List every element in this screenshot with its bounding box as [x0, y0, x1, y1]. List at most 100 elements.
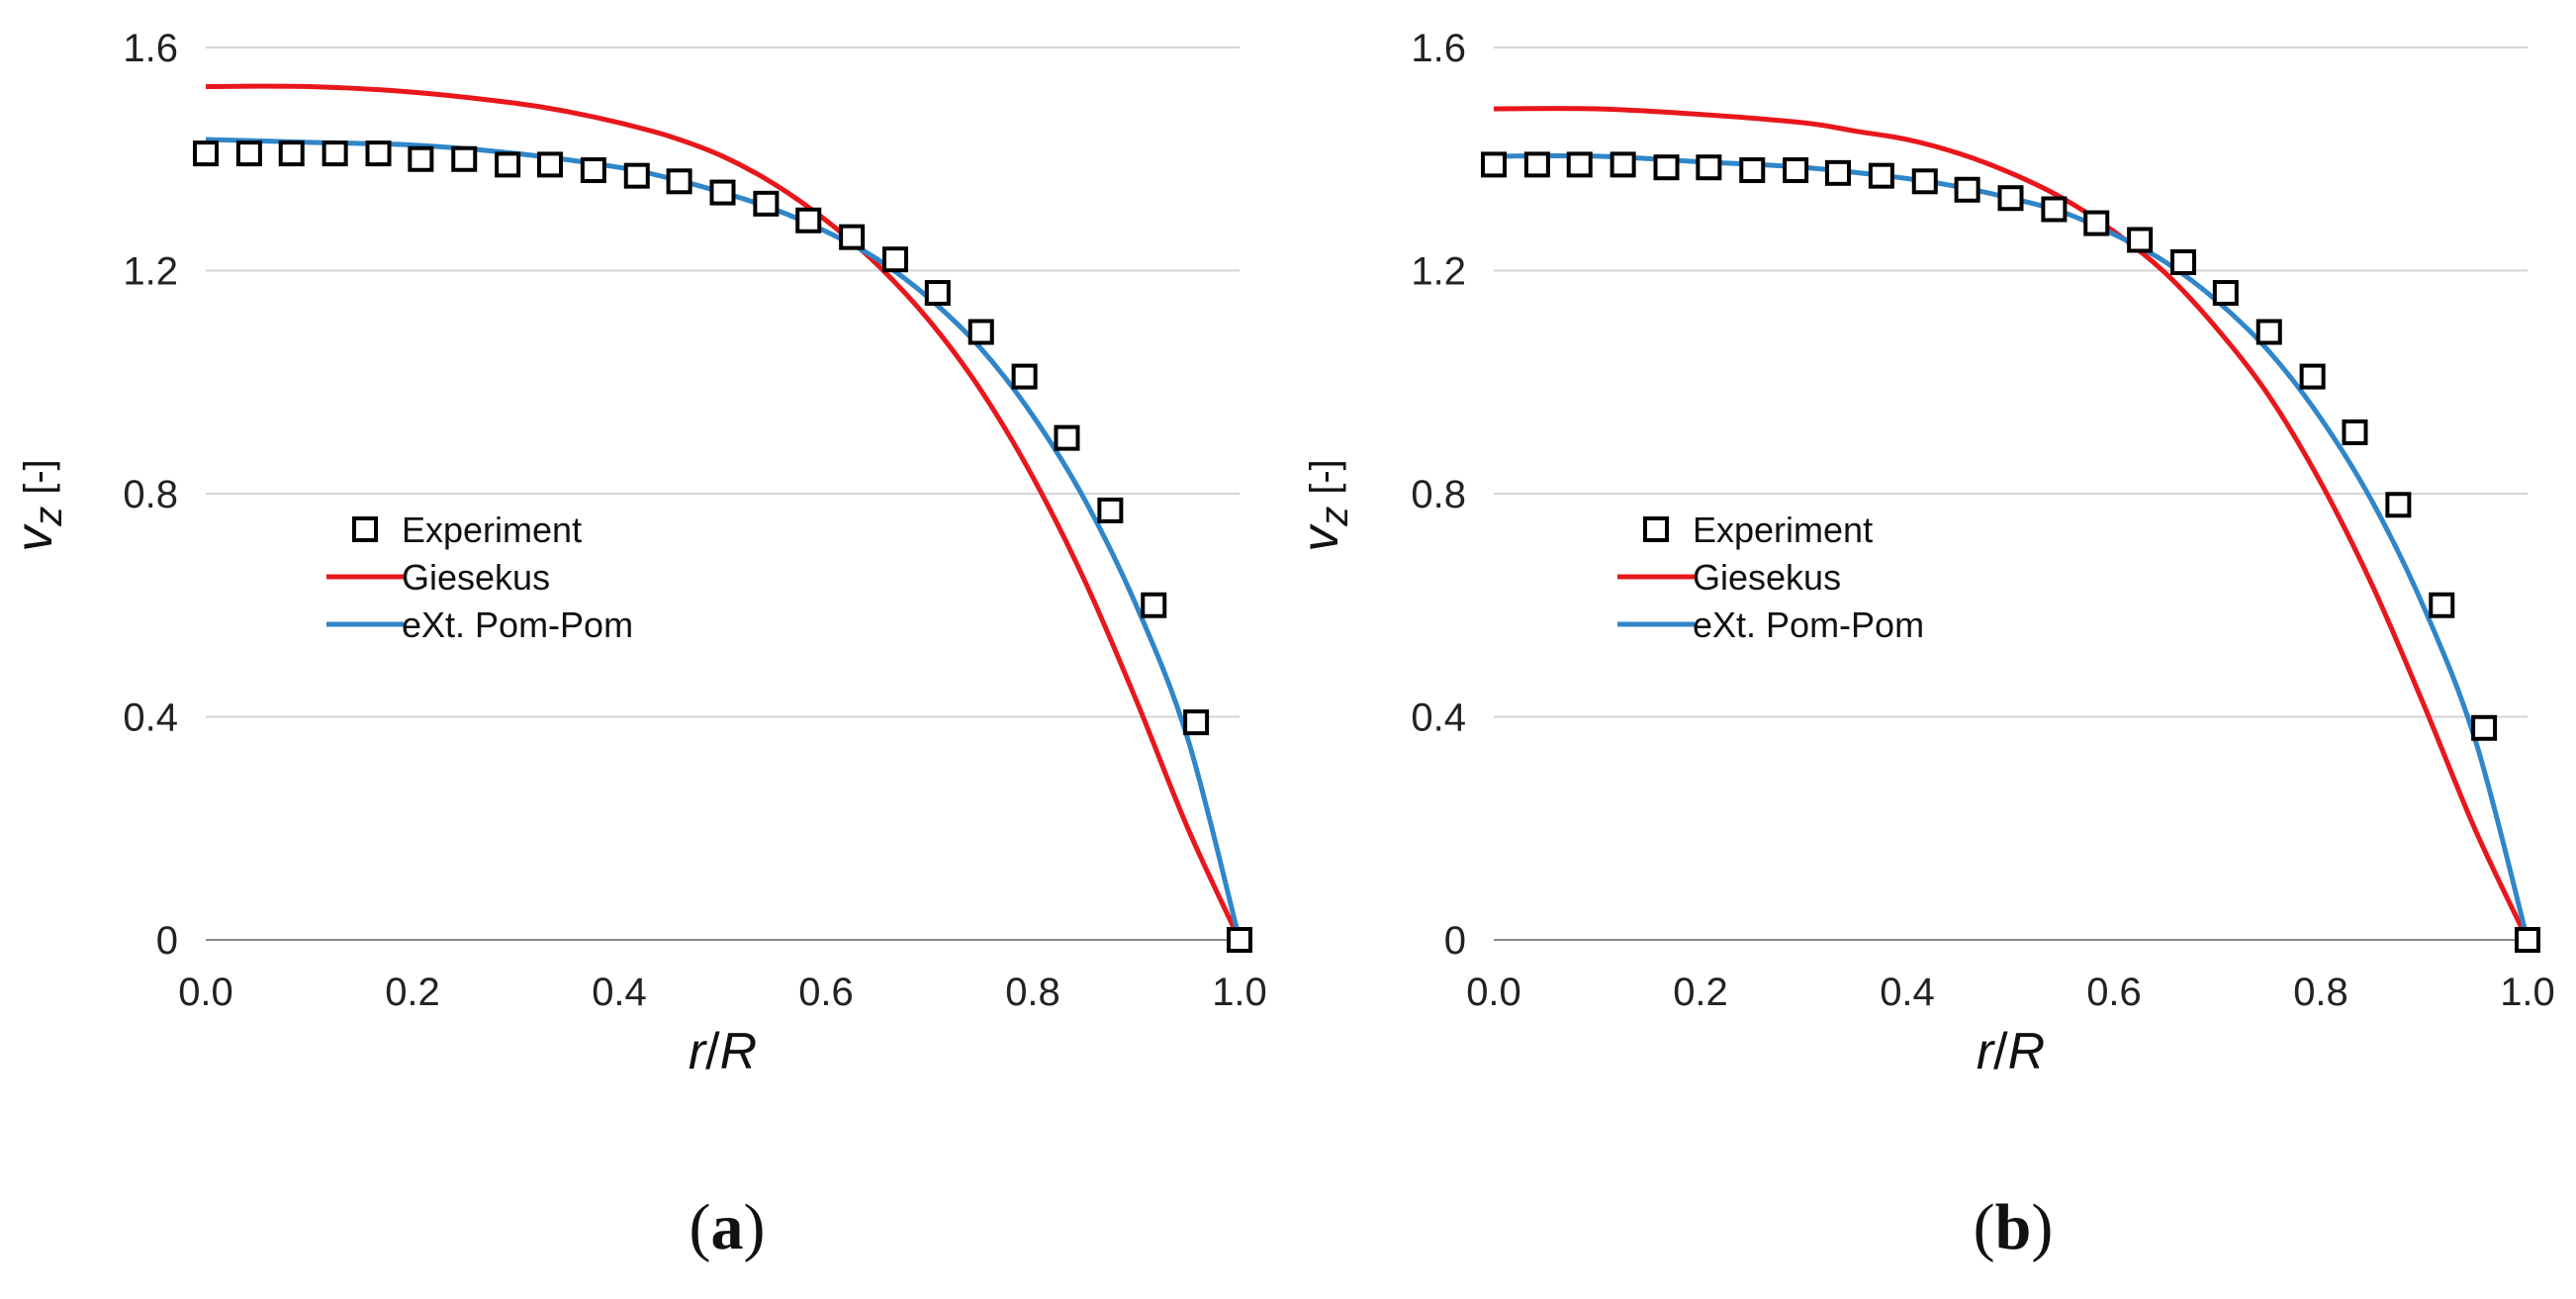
y-axis-title: vz [-]	[1292, 459, 1356, 552]
experiment-point	[1824, 159, 1851, 186]
x-tick-label: 1.0	[1212, 971, 1267, 1014]
experiment-point	[1868, 162, 1894, 189]
x-tick-label: 1.0	[2500, 971, 2555, 1014]
x-axis-sep: /	[705, 1023, 720, 1080]
experiment-point	[924, 280, 951, 307]
y-tick-label: 1.6	[1411, 27, 1466, 70]
legend-experiment-marker	[352, 516, 378, 542]
x-tick-label: 0.2	[385, 971, 440, 1014]
experiment-point	[2342, 418, 2368, 445]
experiment-point	[1911, 168, 1938, 195]
x-axis-ref: R	[720, 1023, 758, 1080]
experiment-point	[1954, 176, 1980, 203]
experiment-point	[2385, 492, 2412, 518]
legend-label: Experiment	[1693, 510, 1873, 550]
experiment-point	[451, 145, 478, 172]
x-axis-ref: R	[2008, 1023, 2046, 1080]
y-tick-label: 0.4	[1411, 696, 1466, 740]
panel-label-open: (	[690, 1191, 711, 1263]
experiment-point	[1054, 424, 1080, 451]
experiment-point	[709, 179, 736, 206]
y-axis-title: vz [-]	[6, 459, 70, 552]
x-axis-sep: /	[1993, 1023, 2008, 1080]
panel-label-close: )	[2031, 1191, 2053, 1263]
chart-panel-b: 0 0.4 0.8 1.2 1.6 0.0 0.2 0.4 0.6 0.8 1.0 vz [-] r/R E…	[1292, 27, 2555, 1263]
experiment-point	[2212, 280, 2239, 307]
panel-label: (a)	[690, 1191, 766, 1263]
experiment-point	[2471, 714, 2498, 741]
x-axis-var: r	[1977, 1023, 1996, 1080]
experiment-point	[2041, 196, 2068, 223]
experiment-point	[2299, 363, 2326, 390]
experiment-point	[1523, 151, 1550, 178]
legend-experiment-marker	[1643, 516, 1669, 542]
giesekus-line	[205, 83, 1242, 942]
x-axis-title: r/R	[689, 1023, 757, 1080]
experiment-point	[753, 190, 780, 217]
experiment-point	[536, 151, 563, 178]
experiment-point	[882, 246, 909, 273]
experiment-point	[1227, 927, 1252, 953]
y-tick-label: 1.2	[123, 250, 178, 294]
x-axis-title: r/R	[1977, 1023, 2045, 1080]
legend: Experiment Giesekus eXt. Pom-Pom	[326, 510, 633, 645]
experiment-point	[839, 224, 866, 250]
experiment-point	[1739, 157, 1766, 184]
experiment-point	[1141, 592, 1167, 618]
experiment-point	[2127, 227, 2154, 253]
experiment-point	[623, 162, 650, 189]
experiment-point	[1696, 154, 1722, 181]
y-tick-label: 0	[1444, 919, 1466, 963]
x-tick-label: 0.6	[798, 971, 854, 1014]
x-tick-label: 0.0	[1466, 971, 1521, 1014]
y-tick-label: 1.6	[123, 27, 178, 70]
legend-label: Experiment	[402, 510, 582, 550]
experiment-point	[1481, 151, 1507, 178]
experiment-point	[322, 140, 348, 167]
experiment-point	[2170, 249, 2197, 276]
y-axis-sub: z	[27, 507, 70, 527]
x-tick-label: 0.0	[178, 971, 233, 1014]
experiment-point	[408, 145, 434, 172]
x-tick-label: 0.8	[1005, 971, 1060, 1014]
experiment-point	[235, 140, 262, 167]
experiment-point	[1997, 185, 2024, 212]
experiment-point	[193, 140, 219, 167]
x-tick-label: 0.2	[1673, 971, 1728, 1014]
experiment-point	[666, 168, 692, 195]
y-axis-sub: z	[1313, 507, 1356, 527]
experiment-point	[1610, 151, 1636, 178]
experiment-point	[1011, 363, 1038, 390]
panel-label-open: (	[1974, 1191, 1995, 1263]
x-axis-var: r	[689, 1023, 708, 1080]
experiment-point	[2429, 592, 2455, 618]
experiment-point	[1097, 497, 1124, 523]
experiment-point	[1566, 151, 1593, 178]
experiment-point	[365, 140, 392, 167]
experiment-point	[1653, 154, 1680, 181]
experiment-point	[2515, 927, 2540, 953]
panel-label: (b)	[1974, 1191, 2054, 1263]
panel-label-letter: a	[711, 1191, 744, 1263]
x-tick-label: 0.4	[1880, 971, 1935, 1014]
panel-label-letter: b	[1995, 1191, 2032, 1263]
y-tick-label: 0.4	[123, 696, 178, 740]
legend-label: Giesekus	[402, 557, 550, 598]
legend: Experiment Giesekus eXt. Pom-Pom	[1617, 510, 1924, 645]
y-axis-unit: [-]	[17, 459, 60, 495]
y-axis-var: v	[6, 523, 63, 552]
pompom-line	[1493, 153, 2530, 941]
experiment-point	[967, 319, 994, 345]
x-tick-label: 0.8	[2293, 971, 2348, 1014]
y-tick-label: 1.2	[1411, 250, 1466, 294]
x-tick-label: 0.4	[592, 971, 647, 1014]
x-tick-label: 0.6	[2086, 971, 2142, 1014]
experiment-point	[795, 207, 822, 233]
experiment-point	[1783, 157, 1809, 184]
y-axis-var: v	[1292, 523, 1349, 552]
experiment-point	[278, 140, 305, 167]
y-axis-unit: [-]	[1303, 459, 1346, 495]
y-tick-label: 0.8	[1411, 473, 1466, 516]
legend-label: Giesekus	[1693, 557, 1841, 598]
